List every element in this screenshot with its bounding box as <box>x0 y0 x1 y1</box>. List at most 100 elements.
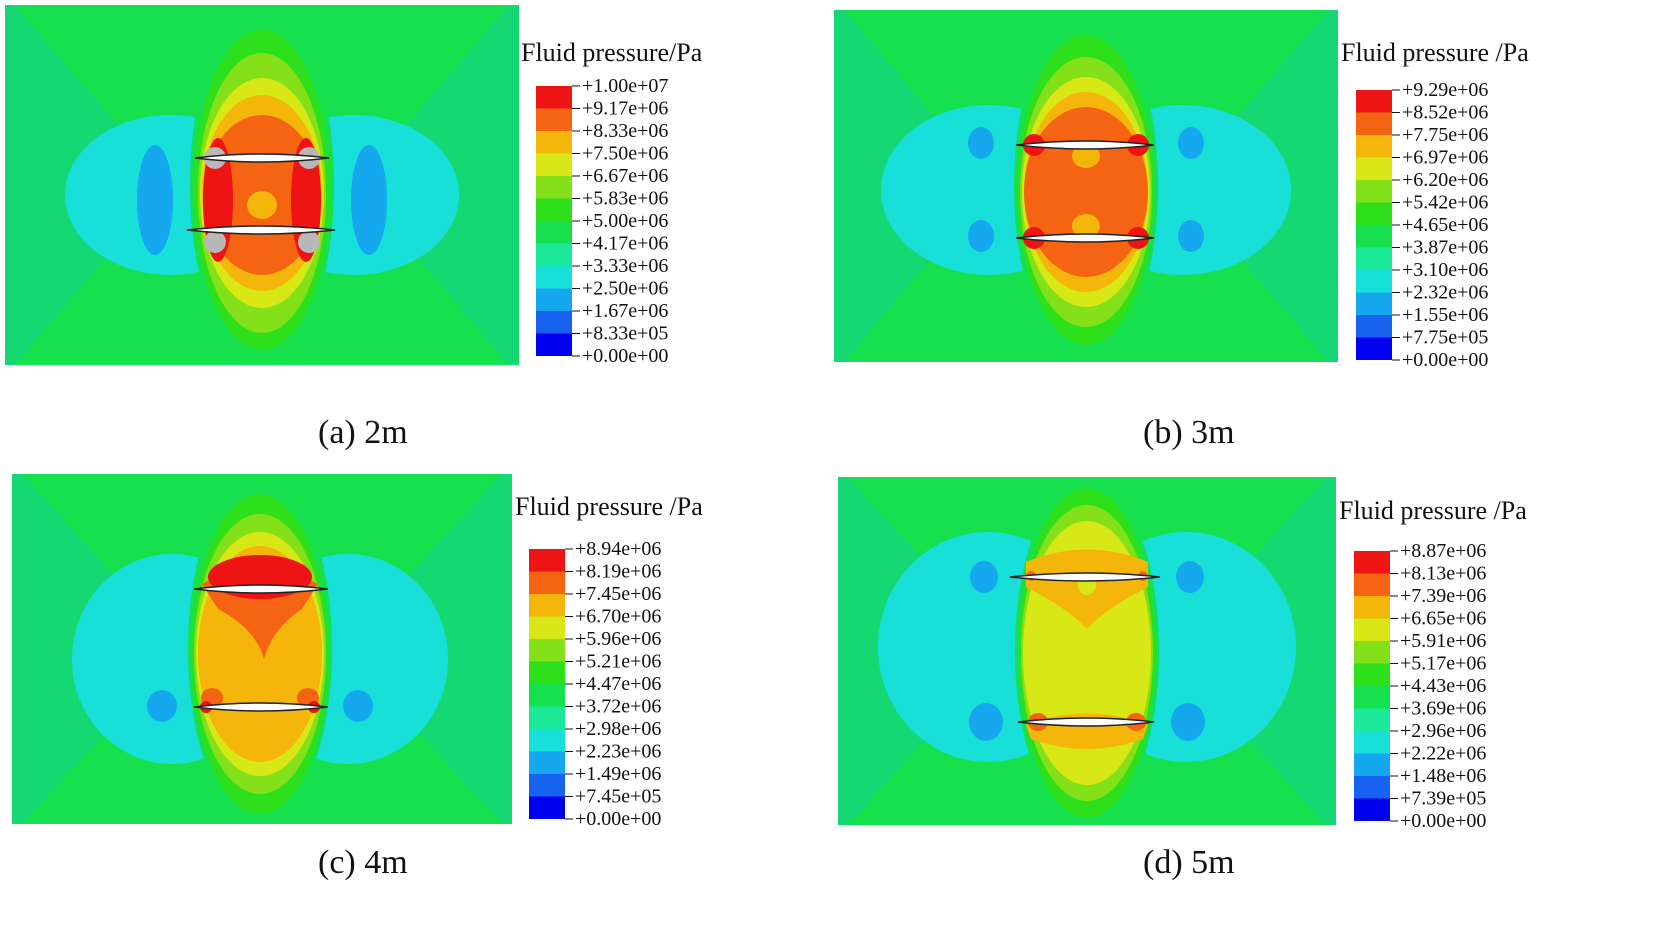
legend-tick-label: +5.17e+06 <box>1400 653 1486 675</box>
legend-swatch <box>1356 180 1392 203</box>
legend-tick-label: +6.70e+06 <box>575 606 661 628</box>
contour-plot <box>5 5 519 365</box>
legend-swatch <box>529 751 565 774</box>
legend-tick-label: +1.00e+07 <box>582 75 668 97</box>
legend-swatch <box>1354 596 1390 619</box>
legend-swatch <box>529 549 565 572</box>
legend-swatch <box>536 311 572 334</box>
legend-tick-label: +4.17e+06 <box>582 233 668 255</box>
color-legend: +9.29e+06+8.52e+06+7.75e+06+6.97e+06+6.2… <box>1356 79 1488 371</box>
legend-tick-label: +2.50e+06 <box>582 278 668 300</box>
legend-tick-label: +7.75e+06 <box>1402 124 1488 146</box>
legend-tick-label: +0.00e+00 <box>1402 349 1488 371</box>
legend-tick-label: +8.19e+06 <box>575 561 661 583</box>
legend-tick-label: +7.39e+05 <box>1400 788 1486 810</box>
legend-tick-label: +0.00e+00 <box>582 345 668 367</box>
legend-tick-label: +7.45e+06 <box>575 583 661 605</box>
panel-caption: (d) 5m <box>1143 844 1235 881</box>
legend-tick-label: +5.42e+06 <box>1402 192 1488 214</box>
legend-swatch <box>1356 135 1392 158</box>
contour-plot <box>834 10 1338 362</box>
legend-tick-label: +3.10e+06 <box>1402 259 1488 281</box>
legend-tick-label: +7.39e+06 <box>1400 585 1486 607</box>
legend-swatch <box>529 616 565 639</box>
legend-swatch <box>1356 292 1392 315</box>
legend-tick-label: +6.65e+06 <box>1400 608 1486 630</box>
legend-tick-label: +1.67e+06 <box>582 300 668 322</box>
legend-swatch <box>1356 202 1392 225</box>
legend-swatch <box>536 108 572 131</box>
legend-swatch <box>536 153 572 176</box>
legend-swatch <box>529 706 565 729</box>
legend-tick-label: +8.33e+06 <box>582 120 668 142</box>
legend-tick-label: +5.91e+06 <box>1400 630 1486 652</box>
color-legend: +1.00e+07+9.17e+06+8.33e+06+7.50e+06+6.6… <box>536 75 668 367</box>
legend-tick-label: +6.67e+06 <box>582 165 668 187</box>
legend-tick-label: +7.45e+05 <box>575 786 661 808</box>
legend-swatch <box>536 131 572 154</box>
legend-swatch <box>1354 641 1390 664</box>
legend-swatch <box>529 796 565 819</box>
panel-a: Fluid pressure/Pa +1.00e+07 +9.17e+06 +8.3… <box>0 0 829 472</box>
legend-title: Fluid pressure /Pa <box>515 492 703 521</box>
legend-tick-label: +8.87e+06 <box>1400 540 1486 562</box>
legend-tick-label: +5.96e+06 <box>575 628 661 650</box>
legend-swatch <box>1354 573 1390 596</box>
legend-swatch <box>1356 157 1392 180</box>
legend-swatch <box>1354 731 1390 754</box>
legend-swatch <box>536 333 572 356</box>
legend-tick-label: +2.96e+06 <box>1400 720 1486 742</box>
legend-tick-label: +2.23e+06 <box>575 741 661 763</box>
legend-tick-label: +4.65e+06 <box>1402 214 1488 236</box>
legend-tick-label: +0.00e+00 <box>1400 810 1486 832</box>
legend-swatch <box>529 639 565 662</box>
panel-caption: (b) 3m <box>1143 414 1235 451</box>
legend-tick-label: +3.72e+06 <box>575 696 661 718</box>
legend-tick-label: +3.87e+06 <box>1402 237 1488 259</box>
legend-tick-label: +3.33e+06 <box>582 255 668 277</box>
legend-swatch <box>1356 247 1392 270</box>
legend-swatch <box>536 86 572 109</box>
legend-tick-label: +2.98e+06 <box>575 718 661 740</box>
legend-swatch <box>1354 798 1390 821</box>
legend-swatch <box>1354 776 1390 799</box>
legend-swatch <box>1356 337 1392 360</box>
legend-swatch <box>536 288 572 311</box>
legend-swatch <box>1356 315 1392 338</box>
legend-swatch <box>1354 663 1390 686</box>
legend-swatch <box>1354 686 1390 709</box>
panel-c: Fluid pressure /Pa +8.94e+06 +8.19e+06 +7.… <box>0 472 829 944</box>
legend-tick-label: +8.94e+06 <box>575 538 661 560</box>
legend-tick-label: +1.55e+06 <box>1402 304 1488 326</box>
legend-swatch <box>529 684 565 707</box>
contour-plot <box>838 477 1336 825</box>
legend-tick-label: +8.13e+06 <box>1400 563 1486 585</box>
legend-swatch <box>536 198 572 221</box>
legend-swatch <box>1354 753 1390 776</box>
legend-tick-label: +5.00e+06 <box>582 210 668 232</box>
legend-swatch <box>529 571 565 594</box>
legend-tick-label: +2.32e+06 <box>1402 282 1488 304</box>
legend-swatch <box>1356 225 1392 248</box>
legend-tick-label: +5.83e+06 <box>582 188 668 210</box>
legend-tick-label: +0.00e+00 <box>575 808 661 830</box>
legend-swatch <box>1354 708 1390 731</box>
panel-d: Fluid pressure /Pa +8.87e+06 +8.13e+06 +7.… <box>829 472 1658 944</box>
legend-swatch <box>1354 618 1390 641</box>
legend-tick-label: +1.49e+06 <box>575 763 661 785</box>
legend-tick-label: +2.22e+06 <box>1400 743 1486 765</box>
panel-b: Fluid pressure /Pa +9.29e+06 +8.52e+06 +7.… <box>829 0 1658 472</box>
legend-tick-label: +3.69e+06 <box>1400 698 1486 720</box>
legend-tick-label: +6.20e+06 <box>1402 169 1488 191</box>
panel-caption: (a) 2m <box>318 414 408 451</box>
legend-tick-label: +4.47e+06 <box>575 673 661 695</box>
legend-tick-label: +7.75e+05 <box>1402 327 1488 349</box>
legend-swatch <box>529 661 565 684</box>
legend-title: Fluid pressure /Pa <box>1341 38 1529 67</box>
legend-tick-label: +7.50e+06 <box>582 143 668 165</box>
legend-swatch <box>1356 112 1392 135</box>
legend-swatch <box>536 243 572 266</box>
legend-swatch <box>1354 551 1390 574</box>
legend-tick-label: +9.17e+06 <box>582 98 668 120</box>
legend-title: Fluid pressure /Pa <box>1339 496 1527 525</box>
